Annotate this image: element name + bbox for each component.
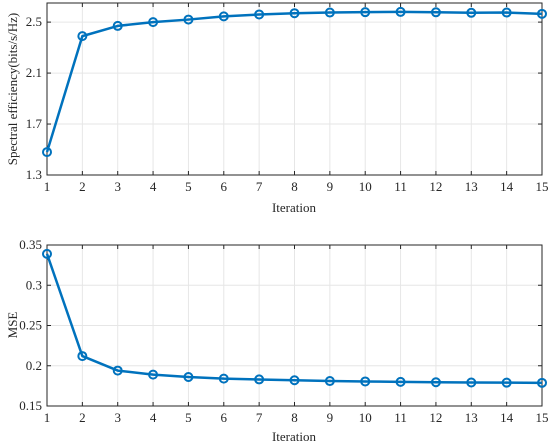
x-tick-label: 10: [359, 410, 372, 425]
x-tick-label: 2: [79, 410, 86, 425]
y-axis-label: MSE: [5, 312, 20, 339]
data-point: [148, 17, 159, 28]
x-tick-label: 5: [185, 410, 192, 425]
x-axis-label: Iteration: [272, 200, 317, 215]
x-tick-label: 15: [536, 410, 549, 425]
series: [42, 6, 547, 158]
data-point: [537, 377, 547, 388]
y-tick-label: 2.1: [26, 65, 42, 80]
mse-chart: 1 2 3 4 5 6 7 8 9 10 11 12 13 14 15 0.150.20.250.30.35…: [5, 237, 549, 444]
x-tick-label: 10: [359, 179, 372, 194]
x-tick-label: 11: [394, 179, 407, 194]
data-point: [360, 7, 371, 18]
plot-frame: [46, 2, 543, 176]
data-point: [324, 376, 335, 387]
x-tick-label: 3: [114, 410, 121, 425]
x-tick-label: 6: [221, 410, 228, 425]
data-point: [183, 14, 194, 25]
data-point: [148, 369, 159, 380]
data-point: [42, 248, 52, 259]
y-tick-label: 0.3: [26, 277, 42, 292]
data-point: [395, 376, 406, 387]
data-point: [254, 9, 265, 20]
data-point: [289, 375, 300, 386]
tick-marks: [46, 3, 543, 176]
y-tick-label: 2.5: [26, 14, 42, 29]
data-point: [77, 31, 88, 42]
series-line: [45, 10, 543, 153]
data-point: [501, 377, 512, 388]
x-tick-label: 3: [114, 179, 121, 194]
series: [42, 248, 547, 388]
x-tick-label: 5: [185, 179, 192, 194]
y-tick-label: 0.2: [26, 358, 42, 373]
data-point: [466, 377, 477, 388]
data-point: [537, 8, 547, 19]
data-point: [466, 7, 477, 18]
x-tick-labels: 1 2 3 4 5 6 7 8 9 10 11 12 13 14 15: [44, 179, 549, 194]
x-tick-label: 9: [327, 179, 334, 194]
x-tick-label: 7: [256, 179, 263, 194]
x-tick-label: 14: [500, 410, 514, 425]
x-tick-label: 9: [327, 410, 334, 425]
x-tick-label: 2: [79, 179, 86, 194]
x-axis-label: Iteration: [272, 429, 317, 444]
y-axis-label: Spectral efficiency(bits/s/Hz): [5, 13, 20, 165]
x-tick-label: 12: [429, 410, 442, 425]
x-tick-label: 13: [465, 410, 478, 425]
y-tick-label: 0.15: [19, 398, 42, 413]
y-tick-labels: 0.15 0.2 0.25 0.3 0.35: [19, 237, 42, 413]
x-tick-label: 6: [221, 179, 228, 194]
data-point: [501, 7, 512, 18]
y-tick-label: 1.7: [26, 116, 43, 131]
plot-frame: [46, 244, 543, 407]
x-tick-label: 1: [44, 410, 51, 425]
x-tick-label: 8: [291, 179, 298, 194]
x-tick-label: 14: [500, 179, 514, 194]
data-point: [77, 351, 88, 362]
x-tick-label: 4: [150, 179, 157, 194]
spectral-efficiency-chart: 1 2 3 4 5 6 7 8 9 10 11 12 13 14 15 1.31.72.12.5 Itera…: [5, 2, 549, 215]
x-tick-label: 11: [394, 410, 407, 425]
data-point: [112, 20, 123, 31]
x-tick-label: 1: [44, 179, 51, 194]
x-tick-label: 7: [256, 410, 263, 425]
x-tick-label: 12: [429, 179, 442, 194]
data-point: [395, 6, 406, 17]
data-point: [430, 377, 441, 388]
series-line: [45, 253, 543, 385]
data-point: [289, 8, 300, 19]
data-point: [183, 372, 194, 383]
data-point: [218, 11, 229, 22]
x-tick-label: 13: [465, 179, 478, 194]
y-tick-label: 0.25: [19, 318, 42, 333]
x-tick-label: 15: [536, 179, 549, 194]
data-point: [360, 376, 371, 387]
y-tick-label: 0.35: [19, 237, 42, 252]
data-point: [430, 7, 441, 18]
x-tick-label: 4: [150, 410, 157, 425]
x-tick-label: 8: [291, 410, 298, 425]
data-point: [324, 7, 335, 18]
y-tick-labels: 1.3 1.7 2.1 2.5: [26, 14, 43, 182]
data-point: [42, 147, 52, 158]
data-point: [254, 374, 265, 385]
y-tick-label: 1.3: [26, 167, 42, 182]
data-point: [218, 373, 229, 384]
x-tick-labels: 1 2 3 4 5 6 7 8 9 10 11 12 13 14 15: [44, 410, 549, 425]
data-point: [112, 365, 123, 376]
